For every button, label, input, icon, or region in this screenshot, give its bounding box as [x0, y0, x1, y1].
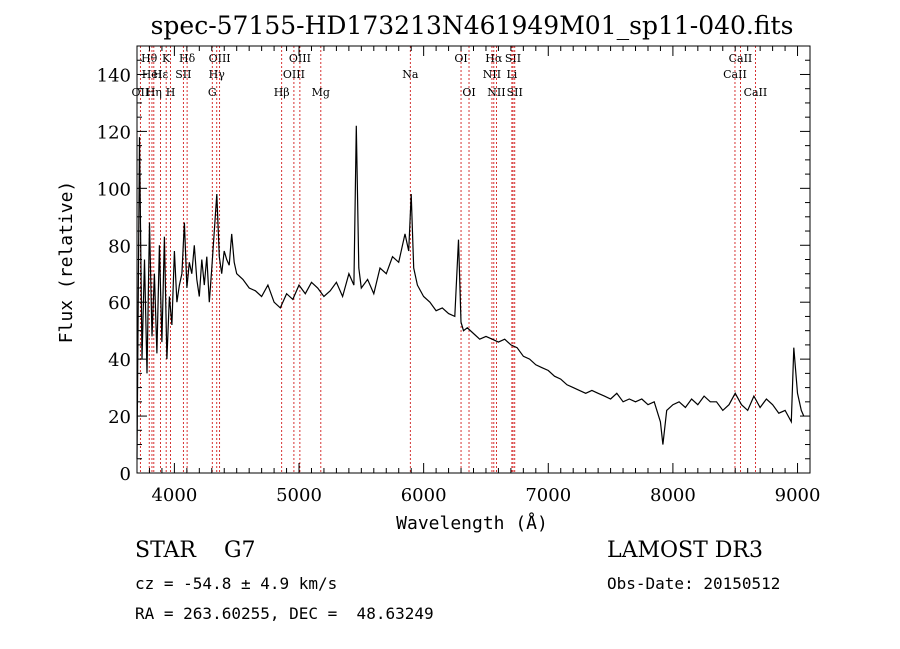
- redshift-label: cz = -54.8 ± 4.9 km/s: [135, 574, 338, 593]
- spectral-line-label: Li: [506, 68, 517, 81]
- chart-title: spec-57155-HD173213N461949M01_sp11-040.f…: [151, 11, 794, 40]
- spectral-line-label: Hη: [146, 86, 162, 99]
- coordinates-label: RA = 263.60255, DEC = 48.63249: [135, 604, 434, 623]
- spectral-line-label: CaII: [729, 52, 753, 65]
- spectral-line-label: SII: [505, 52, 521, 65]
- spectral-line-label: Hγ: [209, 68, 226, 81]
- spectral-line-label: CaII: [723, 68, 747, 81]
- spectral-line-label: OI: [462, 86, 475, 99]
- spectral-line-label: Mg: [312, 86, 330, 99]
- y-tick-label: 100: [97, 179, 131, 200]
- spectral-line-label: NII: [487, 86, 505, 99]
- spectral-line-label: Hθ: [141, 52, 158, 65]
- x-axis: 4000 5000 6000 7000 8000 9000: [148, 46, 821, 506]
- survey-label: LAMOST DR3: [607, 538, 763, 563]
- plot-frame: [136, 45, 811, 474]
- spectral-line-label: OIII: [209, 52, 231, 65]
- spectral-line-label: SII: [175, 68, 191, 81]
- spectral-line-label: CaII: [744, 86, 768, 99]
- x-tick-label: 4000: [151, 485, 197, 506]
- x-axis-label: Wavelength (Å): [396, 512, 548, 534]
- spectral-line-label: OIII: [283, 68, 305, 81]
- classification-label: STAR G7: [135, 538, 256, 563]
- y-tick-label: 80: [108, 236, 131, 257]
- spectral-line-label: G: [208, 86, 217, 99]
- obs-date-label: Obs-Date: 20150512: [607, 574, 781, 593]
- spectral-line-label: Hε: [153, 68, 169, 81]
- spectral-line-label: HeI: [142, 68, 162, 81]
- spectral-line-label: Hβ: [274, 86, 290, 99]
- spectral-line-label: OII: [132, 86, 150, 99]
- y-tick-label: 120: [97, 122, 131, 143]
- y-tick-label: 60: [108, 293, 131, 314]
- y-tick-label: 0: [120, 464, 131, 485]
- spectral-line-label: Hδ: [179, 52, 196, 65]
- y-axis: 0 20 40 60 80 100 120 140: [97, 45, 810, 485]
- spectral-line-label: NII: [483, 68, 501, 81]
- x-tick-label: 5000: [276, 485, 322, 506]
- spectral-line-label: H: [166, 86, 176, 99]
- x-tick-label: 8000: [650, 485, 696, 506]
- y-tick-label: 20: [108, 407, 131, 428]
- spectral-line-label: SII: [507, 86, 523, 99]
- x-tick-label: 7000: [525, 485, 571, 506]
- y-axis-label: Flux (relative): [56, 181, 77, 344]
- spectral-line-label: OIII: [289, 52, 311, 65]
- spectral-line-label: Hα: [485, 52, 503, 65]
- x-tick-label: 6000: [401, 485, 447, 506]
- spectral-line-label: K: [162, 52, 171, 65]
- spectrum-series-line: [136, 125, 805, 459]
- y-tick-label: 40: [108, 350, 131, 371]
- x-tick-label: 9000: [775, 485, 821, 506]
- spectral-line-label: OI: [454, 52, 467, 65]
- spectral-line-label: Na: [402, 68, 419, 81]
- y-tick-label: 140: [97, 65, 131, 86]
